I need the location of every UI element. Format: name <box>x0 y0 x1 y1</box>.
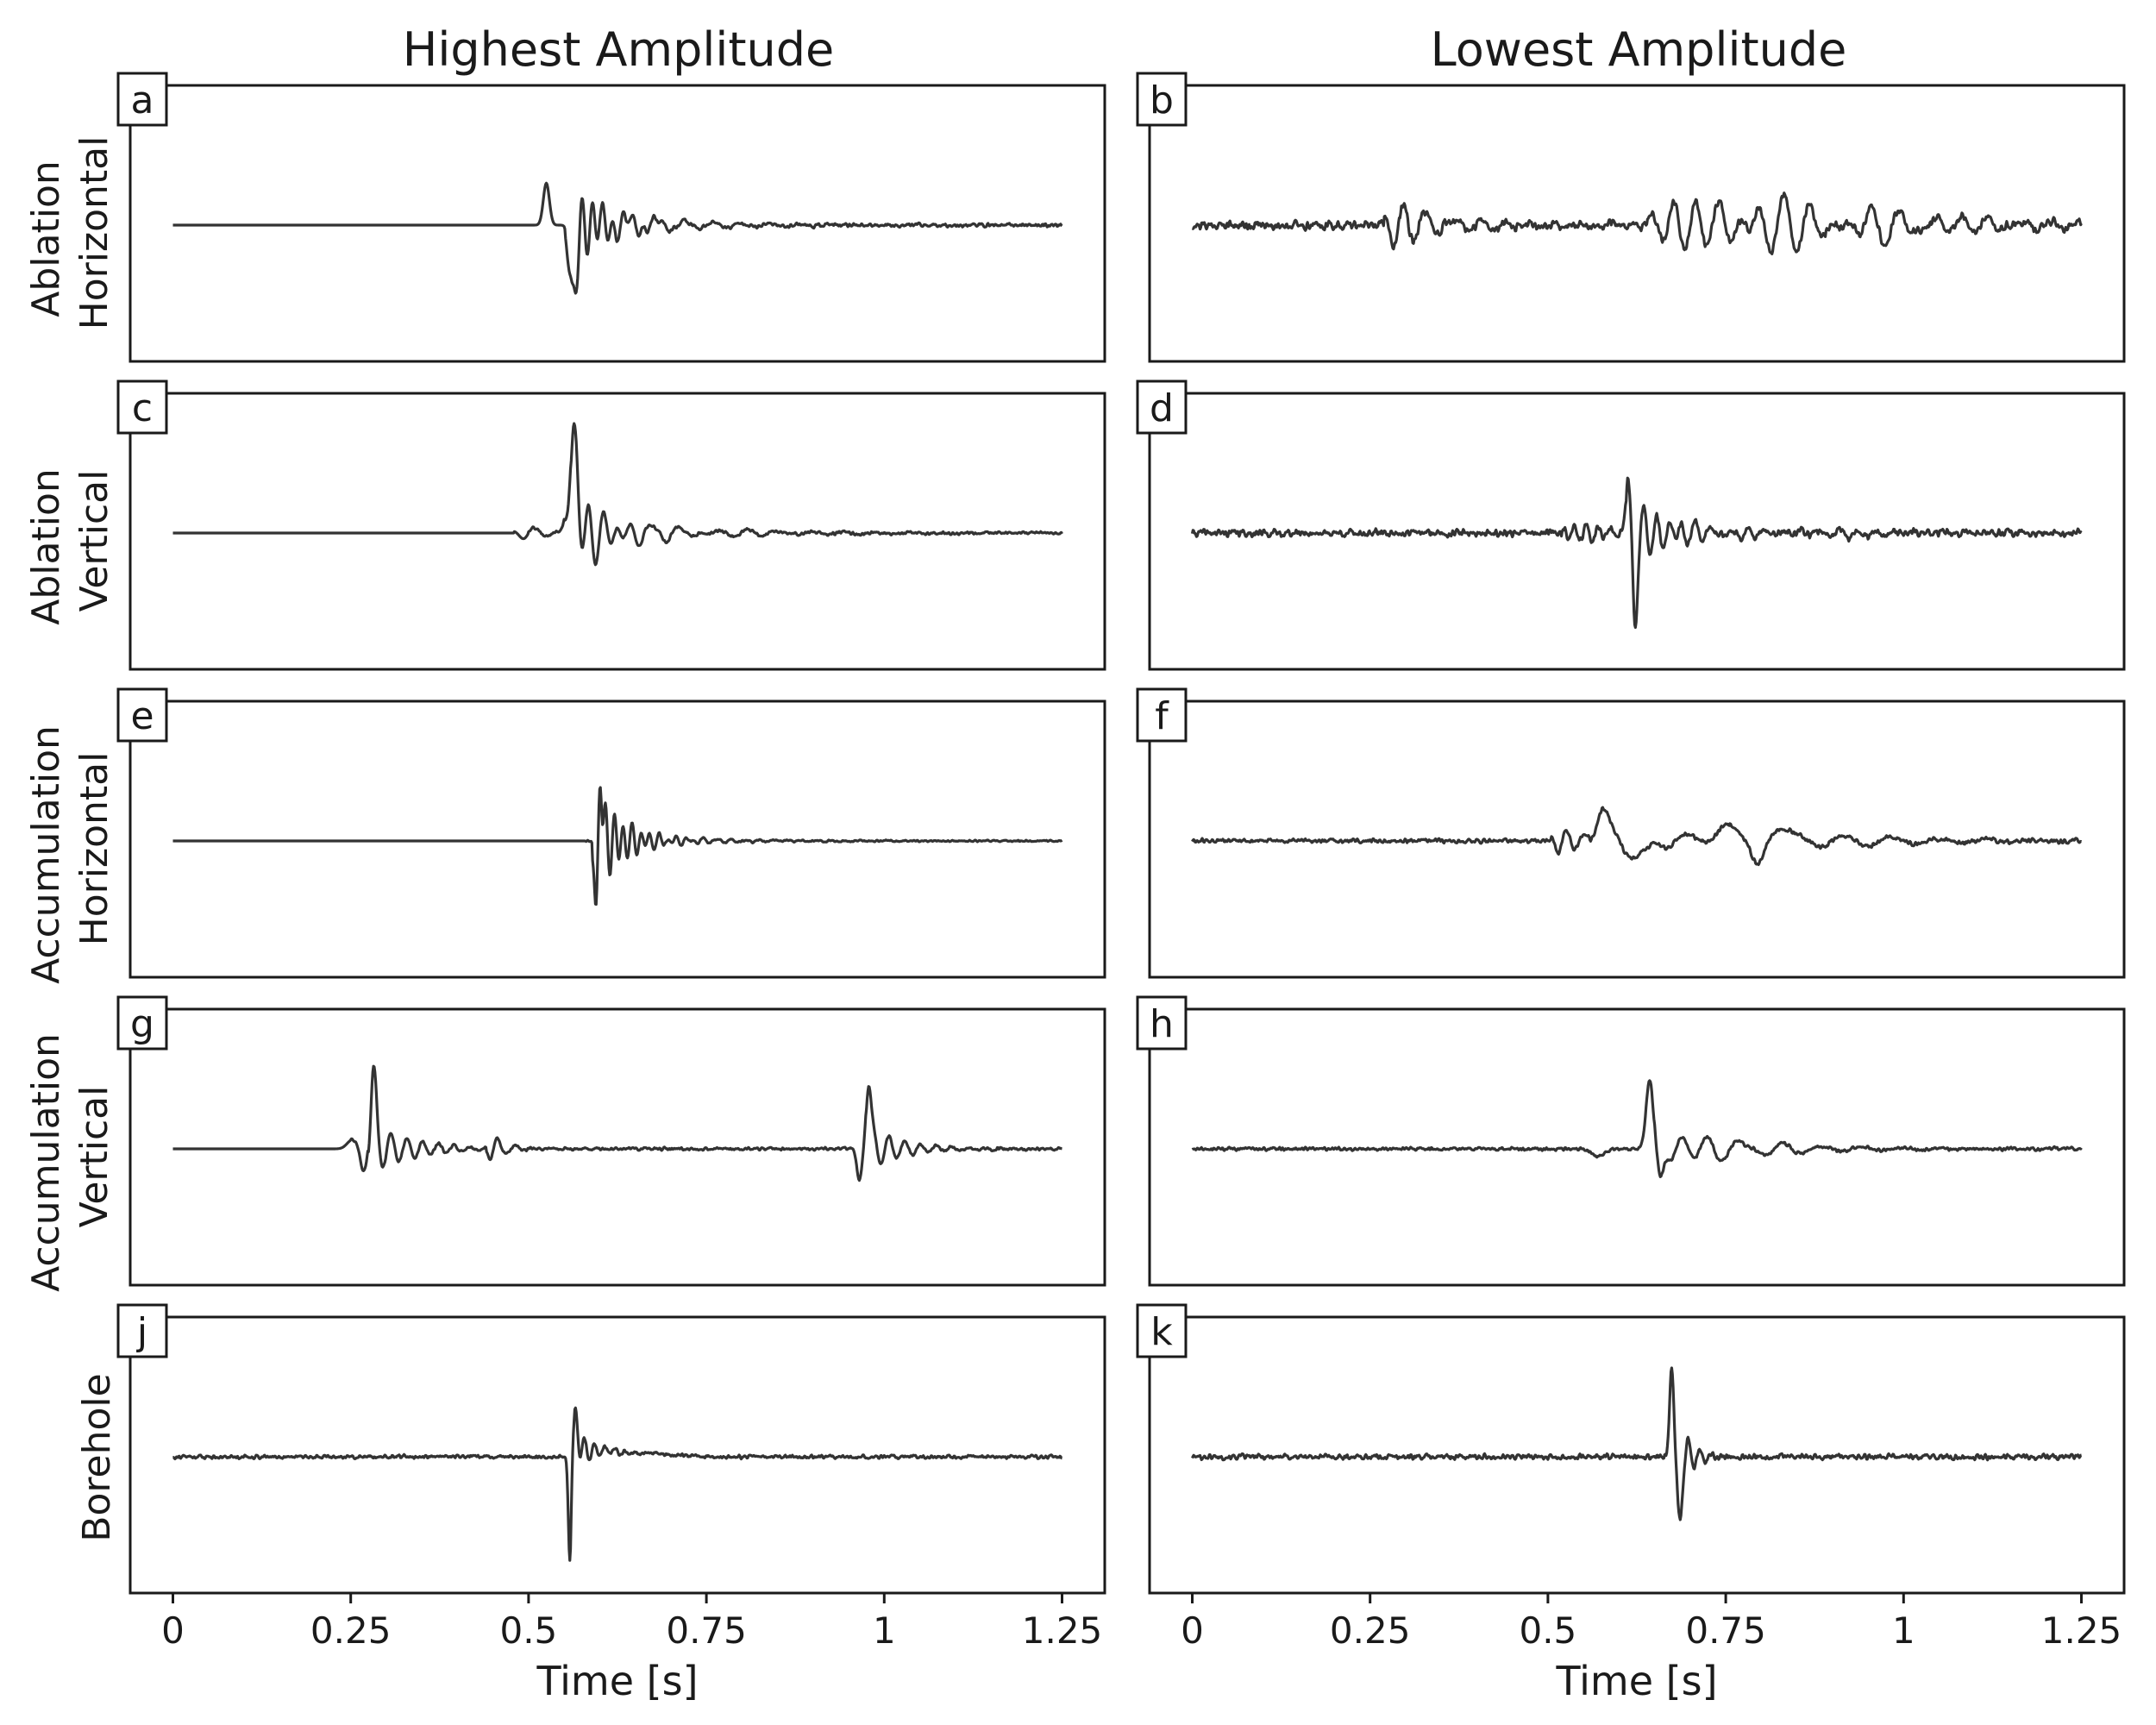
row-label-borehole: Borehole <box>75 1373 119 1541</box>
x-tick-label: 1.25 <box>2041 1609 2122 1652</box>
row-label-accumulation-horizontal: Accumulation Horizontal <box>24 713 116 984</box>
panel-letter-f: f <box>1155 694 1169 738</box>
panel-letter-box-a <box>116 72 168 127</box>
x-axis-label: Time [s] <box>536 1658 698 1704</box>
row-label-line: Ablation <box>24 160 68 317</box>
x-tick-label: 0 <box>1181 1609 1204 1652</box>
row-label-line: Accumulation <box>24 1033 68 1292</box>
x-tick-label: 1 <box>873 1609 896 1652</box>
panel-a: a <box>116 72 1106 363</box>
panel-letter-d: d <box>1150 386 1174 430</box>
column-title-lowest: Lowest Amplitude <box>1431 22 1847 77</box>
panel-letter-e: e <box>130 694 154 738</box>
panel-letter-j: j <box>136 1310 147 1354</box>
row-label-line: Ablation <box>24 468 68 625</box>
trace-line-d <box>1190 476 2083 630</box>
panel-frame-e <box>128 699 1106 979</box>
row-label-accumulation-vertical: Accumulation Vertical <box>24 1021 116 1292</box>
panel-frame-d <box>1148 392 2126 671</box>
trace-line-c <box>172 422 1063 567</box>
panel-letter-c: c <box>132 386 153 430</box>
panel-letter-box-c <box>116 380 168 435</box>
panel-frame-h <box>1148 1007 2126 1287</box>
row-label-line: Vertical <box>72 470 116 612</box>
panel-letter-a: a <box>131 78 154 122</box>
x-tick-label: 0.5 <box>1519 1609 1576 1652</box>
panel-g: g <box>116 995 1106 1287</box>
x-axis-label: Time [s] <box>1555 1658 1717 1704</box>
trace-line-a <box>172 181 1063 295</box>
panel-b: b <box>1136 72 2126 363</box>
panels-group: a b c d e f g h j 0 0.25 0.5 0.75 1 1.25 Time [s] k 0 0.25… <box>116 72 2126 1704</box>
panel-letter-box-k <box>1136 1303 1188 1358</box>
panel-letter-k: k <box>1150 1310 1173 1354</box>
x-tick-label: 0.75 <box>1685 1609 1766 1652</box>
x-tick-label: 1 <box>1892 1609 1915 1652</box>
trace-line-e <box>172 786 1063 906</box>
panel-frame-f <box>1148 699 2126 979</box>
x-tick-label: 0 <box>161 1609 185 1652</box>
trace-line-f <box>1191 806 2083 867</box>
panel-frame-g <box>128 1007 1106 1287</box>
row-label-ablation-vertical: Ablation Vertical <box>24 456 116 625</box>
panel-c: c <box>116 380 1106 671</box>
row-label-line: Vertical <box>72 1086 116 1228</box>
row-label-ablation-horizontal: Ablation Horizontal <box>24 136 116 330</box>
trace-line-k <box>1191 1366 2083 1521</box>
trace-line-b <box>1191 191 2083 255</box>
panel-k: k 0 0.25 0.5 0.75 1 1.25 Time [s] <box>1136 1303 2126 1704</box>
panel-letter-box-e <box>116 687 168 743</box>
panel-frame-j <box>128 1315 1106 1595</box>
column-title-highest: Highest Amplitude <box>403 22 835 77</box>
panel-letter-box-g <box>116 995 168 1051</box>
x-tick-label: 0.5 <box>499 1609 557 1652</box>
row-label-line: Horizontal <box>72 752 116 946</box>
panel-frame-c <box>128 392 1106 671</box>
panel-d: d <box>1136 380 2126 671</box>
panel-frame-k <box>1148 1315 2126 1595</box>
panel-letter-b: b <box>1150 78 1174 122</box>
panel-letter-box-d <box>1136 380 1188 435</box>
x-tick-label: 1.25 <box>1022 1609 1103 1652</box>
trace-line-j <box>172 1406 1063 1562</box>
panel-letter-box-j <box>116 1303 168 1358</box>
panel-frame-b <box>1148 84 2126 363</box>
panel-h: h <box>1136 995 2126 1287</box>
panel-letter-box-b <box>1136 72 1188 127</box>
panel-frame-a <box>128 84 1106 363</box>
x-tick-label: 0.25 <box>310 1609 392 1652</box>
panel-f: f <box>1136 687 2126 979</box>
panel-letter-g: g <box>130 1002 154 1046</box>
panel-letter-box-h <box>1136 995 1188 1051</box>
x-tick-label: 0.75 <box>666 1609 747 1652</box>
row-label-line: Horizontal <box>72 136 116 330</box>
panel-e: e <box>116 687 1106 979</box>
panel-letter-box-f <box>1136 687 1188 743</box>
trace-line-h <box>1191 1079 2083 1178</box>
x-tick-label: 0.25 <box>1330 1609 1411 1652</box>
row-label-line: Borehole <box>75 1373 119 1541</box>
panel-letter-h: h <box>1150 1002 1174 1046</box>
row-label-line: Accumulation <box>24 725 68 984</box>
trace-line-g <box>172 1064 1063 1182</box>
panel-j: j 0 0.25 0.5 0.75 1 1.25 Time [s] <box>116 1303 1106 1704</box>
